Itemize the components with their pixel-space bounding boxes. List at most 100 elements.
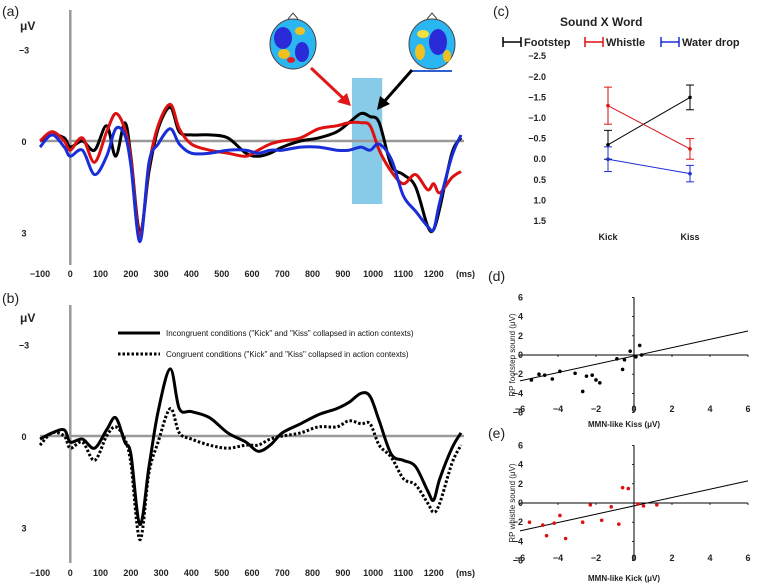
d-xtick: −4 xyxy=(553,404,563,414)
d-point xyxy=(573,371,577,376)
e-point xyxy=(552,521,556,525)
e-point xyxy=(620,485,625,490)
d-xtick: −6 xyxy=(515,404,525,414)
e-point xyxy=(580,520,585,524)
e-ytick: −4 xyxy=(513,536,523,546)
b-ytick: 0 xyxy=(21,432,26,442)
a-xtick: 600 xyxy=(244,269,259,279)
d-point xyxy=(639,353,644,357)
b-xtick: 1000 xyxy=(363,568,383,578)
b-xtick: 0 xyxy=(68,568,73,578)
d-point xyxy=(584,374,589,378)
panel-d: (d) −6−6 −4 −4 −2 −2 0 0 2 2 4 4 6 6 MMN-like Kiss (… xyxy=(488,268,751,429)
a-xtick: 500 xyxy=(214,269,229,279)
d-point xyxy=(580,389,585,394)
panel-b-ylabel: μV xyxy=(20,311,35,325)
c-ytick: 0.5 xyxy=(533,175,546,185)
e-point xyxy=(527,520,532,524)
b-xtick: 600 xyxy=(244,568,259,578)
d-ytick: 2 xyxy=(518,331,523,341)
a-series-footstep xyxy=(39,105,463,235)
panel-b-xunit: (ms) xyxy=(456,568,475,578)
panel-c-title: Sound X Word xyxy=(560,15,642,29)
a-xtick: 700 xyxy=(275,269,290,279)
e-point xyxy=(609,505,613,509)
panel-a: (a) μV −3 0 3 −100 0 100 200 300 400 500 600 700 800… xyxy=(2,3,475,279)
e-point xyxy=(599,518,604,523)
d-ytick: 4 xyxy=(518,312,523,322)
c-point-whistle xyxy=(606,103,610,108)
d-ytick: −4 xyxy=(513,388,523,398)
topomap-right xyxy=(408,12,456,72)
e-point xyxy=(655,503,659,507)
e-point xyxy=(617,522,621,526)
a-xtick: 300 xyxy=(154,269,169,279)
d-point xyxy=(620,367,625,372)
e-xtick: −6 xyxy=(515,553,525,563)
panel-c-label: (c) xyxy=(493,3,509,19)
d-point xyxy=(542,373,547,377)
d-xtick: 4 xyxy=(707,404,712,414)
d-ytick: −6 xyxy=(513,408,523,418)
d-point xyxy=(529,378,534,382)
panel-d-ylabel: RP footstep sound (μV) xyxy=(508,313,517,397)
b-xtick: 500 xyxy=(214,568,229,578)
panel-d-label: (d) xyxy=(488,268,505,284)
c-category-kick: Kick xyxy=(598,232,618,242)
e-ytick: −6 xyxy=(513,556,523,566)
e-ytick: 2 xyxy=(518,479,523,489)
d-point xyxy=(594,378,598,382)
e-fit-line xyxy=(519,480,749,532)
topomap-left xyxy=(269,12,317,70)
panel-b: (b) μV −3 0 3 −100 0 100 200 300 400 500 600 700 800… xyxy=(2,290,475,578)
b-xtick: 1200 xyxy=(424,568,444,578)
e-point xyxy=(626,486,631,491)
d-point xyxy=(622,358,627,362)
e-point xyxy=(563,536,568,541)
d-point xyxy=(550,377,555,381)
d-xtick: 0 xyxy=(631,404,636,414)
a-xtick: 200 xyxy=(123,269,138,279)
panel-a-label: (a) xyxy=(2,3,19,19)
e-xtick: −2 xyxy=(591,553,601,563)
c-ytick: −1.0 xyxy=(528,113,546,123)
c-point-whistle xyxy=(688,147,692,151)
e-point xyxy=(636,502,640,506)
a-xtick: 1100 xyxy=(394,269,414,279)
e-point xyxy=(558,513,562,518)
c-ytick: −2.0 xyxy=(528,72,546,82)
a-xtick: 100 xyxy=(93,269,108,279)
e-ytick: −2 xyxy=(513,517,523,527)
a-xtick: −100 xyxy=(30,269,50,279)
b-xtick: 1100 xyxy=(394,568,414,578)
c-point-footstep xyxy=(688,95,692,100)
d-point xyxy=(558,369,562,374)
d-fit-line xyxy=(519,330,749,382)
b-series-congruent xyxy=(38,407,463,542)
a-xtick: 1000 xyxy=(363,269,383,279)
b-xtick: −100 xyxy=(30,568,50,578)
b-series-incongruent xyxy=(39,367,463,527)
d-point xyxy=(598,381,602,385)
e-xtick: 2 xyxy=(669,553,674,563)
a-xtick: 0 xyxy=(68,269,73,279)
b-xtick: 400 xyxy=(184,568,199,578)
c-ytick: 0.0 xyxy=(533,154,546,164)
b-ytick: 3 xyxy=(21,524,26,534)
c-legend-water-drop: Water drop xyxy=(682,37,740,49)
a-ytick: 0 xyxy=(21,137,26,147)
arrow-red xyxy=(309,66,351,106)
d-ytick: 0 xyxy=(518,350,523,360)
panel-a-ylabel: μV xyxy=(20,19,35,33)
b-xtick: 700 xyxy=(275,568,290,578)
c-ytick: −0.5 xyxy=(528,134,546,144)
c-line-footstep xyxy=(607,96,691,146)
e-ytick: 0 xyxy=(518,498,523,508)
legend-congruent: Congruent conditions ("Kick" and "Kiss" … xyxy=(166,350,409,359)
c-ytick: 1.0 xyxy=(533,195,546,205)
d-xtick: 2 xyxy=(669,404,674,414)
a-xtick: 900 xyxy=(335,269,350,279)
e-point xyxy=(588,503,593,507)
